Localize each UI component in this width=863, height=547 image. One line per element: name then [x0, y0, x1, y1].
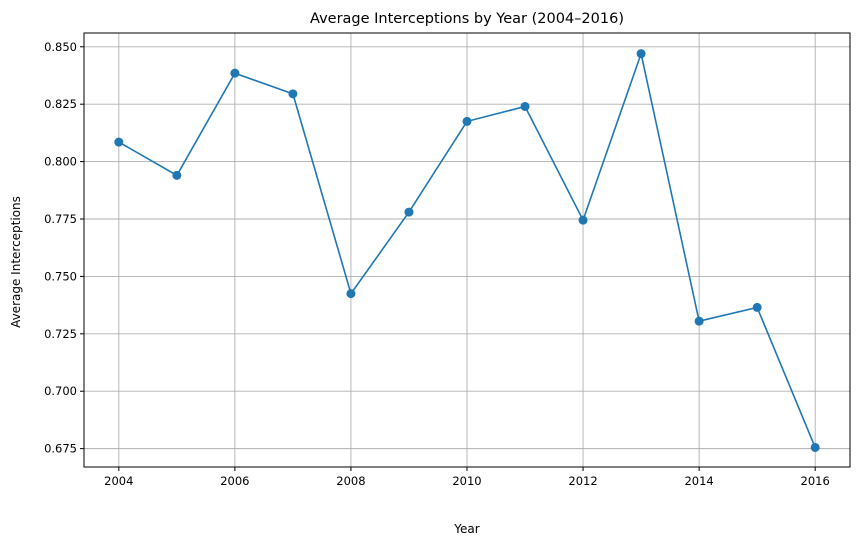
- y-tick-label: 0.825: [44, 97, 77, 111]
- x-tick-label: 2006: [220, 474, 249, 488]
- x-axis-label: Year: [453, 522, 479, 536]
- y-tick-label: 0.675: [44, 442, 77, 456]
- x-tick-label: 2010: [452, 474, 481, 488]
- data-point: [230, 68, 240, 78]
- y-tick-label: 0.750: [44, 269, 77, 283]
- y-tick-label: 0.850: [44, 40, 77, 54]
- y-axis-label: Average Interceptions: [9, 196, 23, 328]
- data-point: [172, 170, 182, 180]
- x-axis-ticks: 2004 2006 2008 2010 2012 2014 2016: [104, 467, 830, 488]
- x-tick-label: 2004: [104, 474, 133, 488]
- y-tick-label: 0.725: [44, 327, 77, 341]
- data-point: [114, 137, 124, 147]
- data-point: [288, 89, 298, 99]
- data-point: [810, 442, 820, 452]
- data-point: [578, 215, 588, 225]
- data-point: [520, 101, 530, 111]
- grid-lines: [84, 33, 850, 467]
- series-group: [114, 49, 820, 452]
- x-tick-label: 2008: [336, 474, 365, 488]
- y-tick-label: 0.775: [44, 212, 77, 226]
- data-point: [752, 302, 762, 312]
- y-axis-ticks: 0.675 0.700 0.725 0.750 0.775 0.800 0.825 0.850: [44, 40, 84, 456]
- x-tick-label: 2014: [684, 474, 713, 488]
- data-point: [404, 207, 414, 217]
- y-tick-label: 0.800: [44, 155, 77, 169]
- chart-title: Average Interceptions by Year (2004–2016…: [310, 11, 624, 27]
- data-point: [694, 316, 704, 326]
- data-point: [346, 289, 356, 299]
- data-point: [636, 49, 646, 59]
- x-tick-label: 2016: [801, 474, 830, 488]
- y-tick-label: 0.700: [44, 384, 77, 398]
- x-tick-label: 2012: [568, 474, 597, 488]
- data-point: [462, 116, 472, 126]
